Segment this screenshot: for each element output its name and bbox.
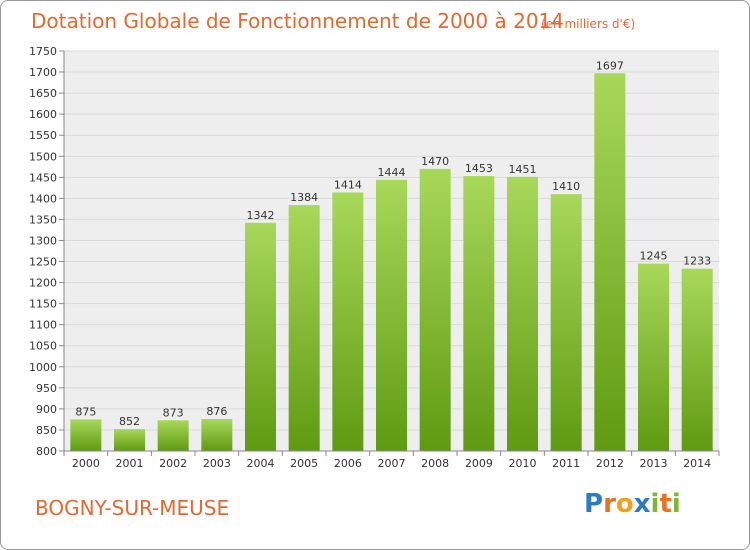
bar-2014 [681, 268, 713, 451]
y-tick-label: 950 [36, 382, 57, 395]
x-tick-label-2011: 2011 [552, 457, 580, 470]
x-tick-label-2006: 2006 [334, 457, 362, 470]
logo-letter: x [633, 489, 651, 519]
y-tick-label: 850 [36, 424, 57, 437]
x-tick-label-2014: 2014 [683, 457, 711, 470]
logo-letter: i [650, 489, 660, 519]
y-tick-label: 800 [36, 445, 57, 458]
y-tick-label: 1700 [29, 66, 57, 79]
data-label-2007: 1444 [378, 166, 406, 179]
y-tick-label: 1100 [29, 319, 57, 332]
x-tick-label-2007: 2007 [378, 457, 406, 470]
x-tick-label-2004: 2004 [247, 457, 275, 470]
data-label-2003: 876 [206, 405, 227, 418]
y-tick-label: 1300 [29, 234, 57, 247]
bar-2012 [594, 73, 626, 451]
chart-title: Dotation Globale de Fonctionnement de 20… [31, 9, 564, 33]
y-tick-label: 1000 [29, 361, 57, 374]
bar-2002 [157, 420, 189, 451]
data-label-2004: 1342 [247, 209, 275, 222]
chart-subtitle: (en milliers d'€) [541, 17, 636, 31]
data-label-2001: 852 [119, 415, 140, 428]
y-tick-label: 1250 [29, 256, 57, 269]
bar-2011 [550, 194, 582, 451]
x-tick-label-2008: 2008 [421, 457, 449, 470]
y-tick-label: 1450 [29, 171, 57, 184]
data-label-2008: 1470 [421, 155, 449, 168]
x-tick-label-2009: 2009 [465, 457, 493, 470]
y-tick-label: 1150 [29, 298, 57, 311]
data-label-2014: 1233 [683, 255, 711, 268]
x-axis-ticks: 2000 2001 2002 2003 2004 2005 2006 2007 2008 2009… [63, 450, 720, 470]
data-labels: 875 852 873 876 1342 1384 1414 1444 1470 1453 1451… [75, 59, 711, 428]
bar-2004 [245, 222, 276, 451]
bar-2005 [288, 205, 320, 451]
logo-letter: P [584, 489, 604, 519]
x-tick-label-2012: 2012 [596, 457, 624, 470]
data-label-2000: 875 [75, 405, 96, 418]
y-tick-label: 1550 [29, 129, 57, 142]
bar-2001 [114, 429, 145, 451]
data-label-2009: 1453 [465, 162, 493, 175]
x-tick-label-2005: 2005 [290, 457, 318, 470]
y-tick-label: 1400 [29, 192, 57, 205]
bar-2013 [638, 263, 669, 451]
logo-letter: r [603, 489, 616, 519]
bar-2010 [507, 176, 538, 452]
city-name: BOGNY-SUR-MEUSE [35, 496, 230, 520]
x-tick-label-2001: 2001 [116, 457, 144, 470]
data-label-2011: 1410 [552, 180, 580, 193]
y-tick-label: 1050 [29, 340, 57, 353]
y-tick-label: 1350 [29, 213, 57, 226]
y-tick-label: 1500 [29, 150, 57, 163]
data-label-2012: 1697 [596, 59, 624, 72]
y-tick-label: 900 [36, 403, 57, 416]
x-tick-label-2002: 2002 [159, 457, 187, 470]
x-tick-label-2000: 2000 [72, 457, 100, 470]
bar-2006 [332, 192, 364, 451]
x-tick-label-2003: 2003 [203, 457, 231, 470]
logo-letter: o [615, 489, 634, 519]
data-label-2010: 1451 [509, 163, 537, 176]
data-label-2002: 873 [163, 406, 184, 419]
y-tick-label: 1650 [29, 87, 57, 100]
bar-2003 [201, 419, 233, 451]
y-tick-label: 1200 [29, 277, 57, 290]
x-tick-label-2010: 2010 [509, 457, 537, 470]
bar-2000 [70, 419, 102, 451]
proxiti-logo: Proxiti [584, 489, 681, 519]
data-label-2013: 1245 [640, 250, 668, 263]
logo-letter: t [659, 489, 672, 519]
y-axis-ticks: 800 850 900 950 1000 1050 1100 1150 1200 1250 1300… [29, 45, 65, 458]
data-label-2005: 1384 [290, 191, 318, 204]
y-tick-label: 1600 [29, 108, 57, 121]
bar-2007 [376, 179, 407, 451]
y-tick-label: 1750 [29, 45, 57, 58]
data-label-2006: 1414 [334, 178, 362, 191]
bars [70, 73, 713, 452]
x-tick-label-2013: 2013 [640, 457, 668, 470]
logo-letter: i [671, 489, 681, 519]
bar-2009 [463, 176, 495, 452]
bar-2008 [419, 168, 451, 452]
